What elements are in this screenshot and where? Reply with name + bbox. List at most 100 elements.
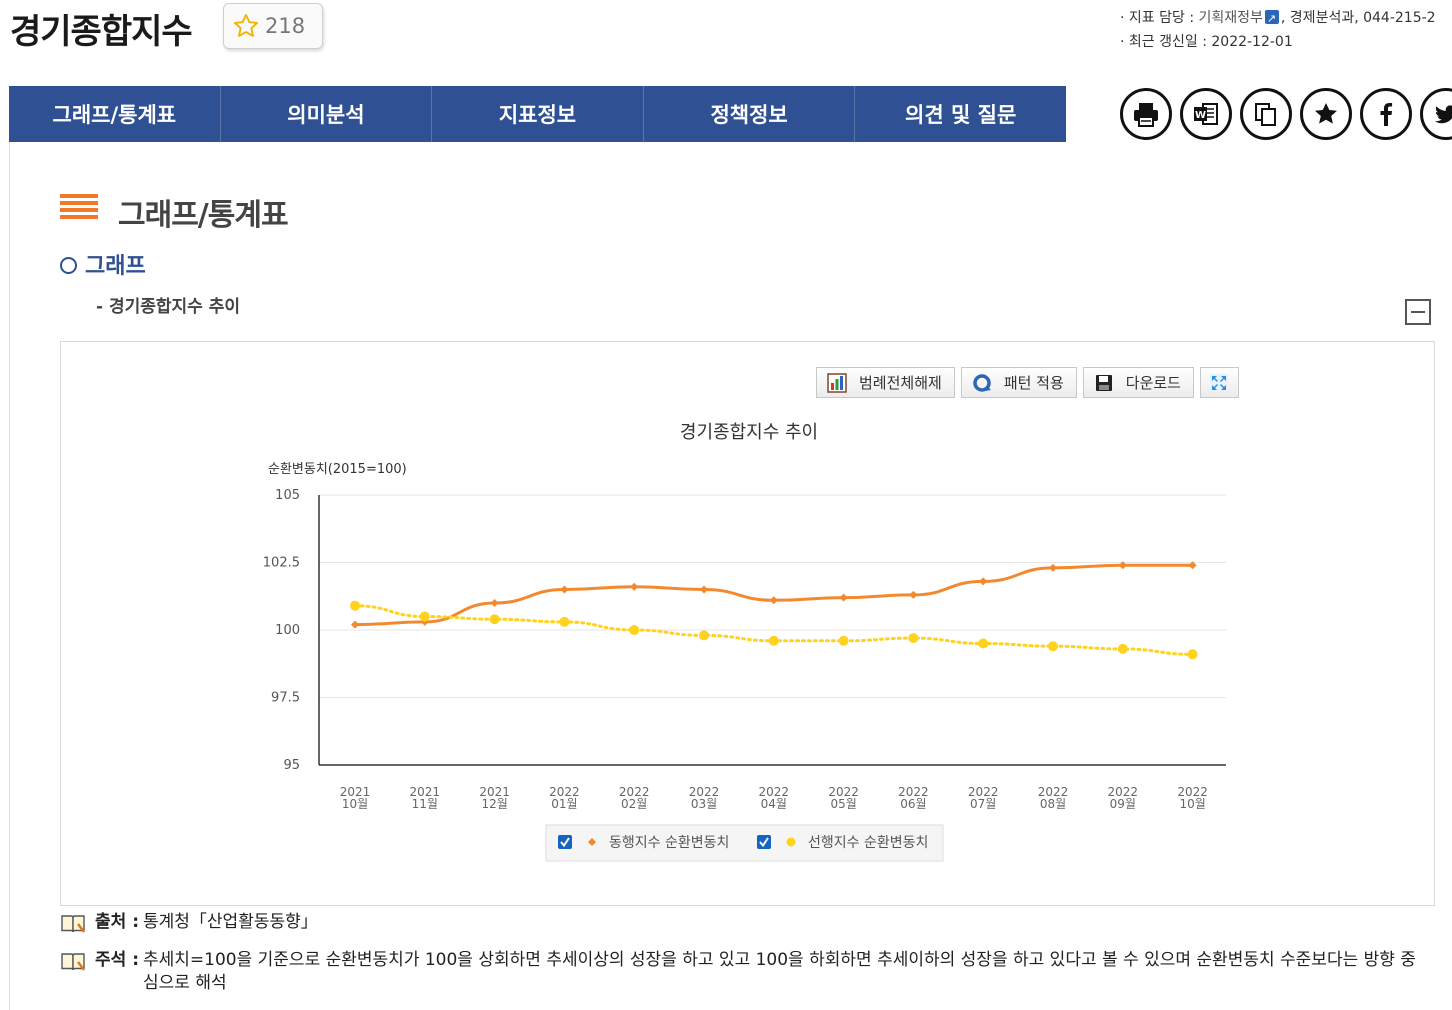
main-nav: 그래프/통계표 의미분석 지표정보 정책정보 의견 및 질문 <box>9 86 1066 142</box>
facebook-share-button[interactable] <box>1360 88 1412 140</box>
external-link-icon[interactable] <box>1264 7 1279 31</box>
bookmark-button[interactable] <box>1300 88 1352 140</box>
series-point-diamond <box>1118 561 1127 570</box>
content-left-border <box>9 142 10 1010</box>
y-axis-label: 순환변동치(2015=100) <box>268 462 407 477</box>
x-tick-label-year: 2022 <box>549 785 580 799</box>
star-outline-icon <box>233 13 259 37</box>
legend-checkbox <box>558 835 572 849</box>
series-point-circle <box>1048 641 1058 652</box>
x-tick-label-month: 01월 <box>551 797 577 811</box>
axis-ticks: 105102.510097.595202110월202111월202112월20… <box>263 488 1208 811</box>
book-icon <box>61 953 85 971</box>
y-tick-label: 97.5 <box>271 691 300 706</box>
fullscreen-button[interactable] <box>1199 367 1239 398</box>
facebook-icon <box>1380 103 1393 126</box>
series-point-diamond <box>839 593 848 602</box>
chart-legend: 동행지수 순환변동치 선행지수 순환변동치 <box>545 824 944 862</box>
series-point-circle <box>908 633 919 644</box>
x-tick-label-year: 2021 <box>340 785 371 799</box>
y-tick-label: 105 <box>275 488 300 503</box>
chart-caption: - 경기종합지수 추이 <box>96 297 241 317</box>
dept-line: · 지표 담당 : 기획재정부 , 경제분석과, 044-215-2 <box>1120 6 1436 31</box>
dept-link[interactable]: 기획재정부 <box>1198 10 1263 26</box>
x-tick-label-month: 08월 <box>1040 797 1066 811</box>
x-tick-label-month: 04월 <box>761 797 787 811</box>
favorite-button[interactable]: 218 <box>223 3 323 49</box>
print-button[interactable] <box>1120 88 1172 140</box>
favorite-count: 218 <box>265 14 306 38</box>
legend-label: 선행지수 순환변동치 <box>808 835 928 851</box>
tab-graph[interactable]: 그래프/통계표 <box>9 86 221 142</box>
tab-analysis[interactable]: 의미분석 <box>221 86 433 142</box>
series-point-circle <box>350 600 360 611</box>
series-point-diamond <box>1049 563 1057 572</box>
printer-icon <box>1134 103 1158 127</box>
download-button[interactable]: 다운로드 <box>1082 367 1194 398</box>
legend-marker <box>588 838 596 846</box>
x-tick-label-month: 10월 <box>1179 797 1205 811</box>
series-point-diamond <box>1188 561 1197 570</box>
section-title: 그래프/통계표 <box>118 198 289 233</box>
series-point-circle <box>1187 649 1198 660</box>
note-text: 추세치=100을 기준으로 순환변동치가 100을 상회하면 추세이상의 성장을… <box>143 950 1416 993</box>
note-label: 주석 : <box>95 950 139 970</box>
pattern-apply-button[interactable]: 패턴 적용 <box>960 367 1077 398</box>
series-point-diamond <box>351 620 359 629</box>
series-point-diamond <box>560 585 569 594</box>
word-export-button[interactable]: W <box>1180 88 1232 140</box>
x-tick-label-year: 2022 <box>1108 785 1139 799</box>
twitter-share-button[interactable] <box>1420 88 1452 140</box>
page-title: 경기종합지수 <box>10 12 193 52</box>
pattern-label: 패턴 적용 <box>1003 374 1064 392</box>
x-tick-label-month: 03월 <box>691 797 717 811</box>
graph-subtitle-text: 그래프 <box>85 254 146 279</box>
series-point-circle <box>699 630 709 641</box>
twitter-icon <box>1435 105 1452 124</box>
download-label: 다운로드 <box>1125 374 1181 392</box>
legend-toggle-all-button[interactable]: 범례전체해제 <box>816 367 955 398</box>
line-chart: 경기종합지수 추이 순환변동치(2015=100) 105 102.5 100 97.… <box>263 422 1226 862</box>
y-tick-label: 102.5 <box>263 556 300 571</box>
x-tick-label-month: 06월 <box>900 797 926 811</box>
collapse-button[interactable] <box>1405 299 1431 325</box>
series-point-circle <box>978 638 989 649</box>
section-list-icon <box>60 194 98 220</box>
series-point-circle <box>1117 643 1128 654</box>
chart-panel: 범례전체해제 패턴 적용 다운로드 경기종합지수 추이 순환변동치(2015=1… <box>60 341 1435 906</box>
series-point-diamond <box>979 577 988 586</box>
series-point-diamond <box>630 582 639 591</box>
series-point-circle <box>559 616 570 627</box>
checkmark-icon <box>560 837 570 848</box>
series-point-circle <box>768 635 779 646</box>
tab-indicator-info[interactable]: 지표정보 <box>432 86 644 142</box>
x-tick-label-month: 10월 <box>342 797 368 811</box>
x-tick-label-year: 2022 <box>1038 785 1069 799</box>
tab-qna[interactable]: 의견 및 질문 <box>905 103 1017 127</box>
x-tick-label-year: 2022 <box>1177 785 1208 799</box>
floppy-disk-icon <box>1095 374 1112 391</box>
copy-button[interactable] <box>1240 88 1292 140</box>
x-tick-label-month: 11월 <box>412 797 438 811</box>
book-icon <box>61 915 85 933</box>
chart-series <box>350 561 1198 660</box>
x-tick-label-month: 09월 <box>1110 797 1136 811</box>
x-tick-label-month: 07월 <box>970 797 996 811</box>
series-point-diamond <box>909 590 918 599</box>
x-tick-label-year: 2021 <box>410 785 441 799</box>
series-point-circle <box>629 625 640 635</box>
y-tick-label: 95 <box>283 758 300 773</box>
bar-chart-icon <box>827 372 847 393</box>
share-toolbar: W <box>1120 88 1452 140</box>
tab-policy-info[interactable]: 정책정보 <box>644 86 856 142</box>
chart-toolbar: 범례전체해제 패턴 적용 다운로드 <box>816 367 1239 398</box>
legend-marker <box>786 837 796 847</box>
note-footnote: 주석 : 추세치=100을 기준으로 순환변동치가 100을 상회하면 추세이상… <box>60 949 1450 999</box>
indicator-meta: · 지표 담당 : 기획재정부 , 경제분석과, 044-215-2 · 최근 갱… <box>1120 6 1436 54</box>
x-tick-label-month: 05월 <box>830 797 856 811</box>
circle-bullet-icon <box>60 257 77 274</box>
y-tick-label: 100 <box>275 623 300 638</box>
checkmark-icon <box>759 837 769 848</box>
updated-label: · 최근 갱신일 : <box>1120 34 1207 50</box>
legend-toggle-label: 범례전체해제 <box>859 374 942 392</box>
